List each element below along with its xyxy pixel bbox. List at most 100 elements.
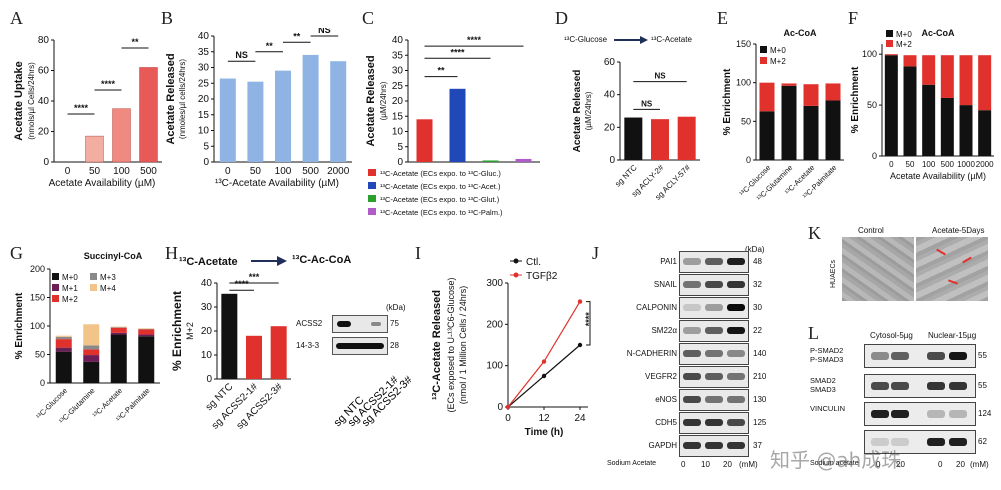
bar (275, 70, 291, 162)
blot-j-mw: 140 (753, 349, 767, 358)
blot-band (683, 304, 701, 311)
panel-k-treated-label: Acetate-5Days (932, 226, 985, 235)
bar-segment (55, 339, 72, 348)
y-tick-label: 0 (43, 157, 49, 168)
x-tick-label: sg NTC (613, 163, 639, 189)
x-tick-label: 50 (250, 166, 262, 177)
legend-label: M+0 (62, 273, 78, 282)
bar (219, 78, 236, 162)
y-axis-label-unit: (µM/24hrs) (379, 81, 388, 120)
legend-swatch (90, 273, 97, 280)
blot-band (727, 281, 745, 288)
blot-j-row-label: SM22α (651, 326, 677, 335)
y-tick-label: 150 (30, 293, 45, 303)
significance-label: **** (235, 279, 250, 289)
bar-segment (884, 55, 898, 157)
x-tick-label: 500 (941, 160, 955, 169)
blot-h-row-label: 14-3-3 (296, 341, 320, 350)
y-axis-label: % Enrichment (850, 66, 861, 133)
blot-band (683, 419, 701, 426)
bar (270, 326, 287, 379)
bar-segment (110, 332, 127, 335)
bar-segment (138, 328, 155, 330)
blot-band (927, 410, 945, 418)
blot-l-row-label: P-SMAD2 (810, 346, 844, 355)
x-tick-label: 0 (889, 160, 894, 169)
y-axis-label: Acetate Released (572, 70, 583, 153)
bar-segment (138, 334, 155, 337)
legend-label: M+1 (62, 284, 78, 293)
blot-band (683, 373, 701, 380)
blot-band (891, 410, 909, 418)
bar (651, 119, 669, 160)
header-label: ¹³C-Acetate (651, 35, 692, 44)
bar-segment (110, 327, 127, 328)
legend-label: M+2 (62, 295, 78, 304)
blot-l-dose: 20 (896, 460, 905, 469)
significance-label: NS (641, 99, 653, 108)
blot-band (705, 327, 723, 334)
panel-k: Control Acetate-5Days HUAECs (830, 226, 1000, 321)
blot-band (705, 258, 723, 265)
x-tick-label: 50 (906, 160, 915, 169)
blot-j-dose: 0 (681, 460, 686, 469)
chart-title: Ac-CoA (922, 28, 955, 38)
blot-j-kda: (kDa) (745, 245, 765, 254)
legend-label: TGFβ2 (526, 271, 558, 282)
bar-segment (110, 327, 127, 333)
y-tick-label: 35 (392, 50, 404, 61)
bar-segment (55, 335, 72, 337)
chart-b-acetate-released: 0 5 10 15 20 25 30 35 40 0 50 100 500 2000 NS ** ** NS Ace… (165, 28, 352, 189)
legend-swatch (368, 195, 376, 202)
legend-swatch (52, 273, 59, 280)
panel-letter-h: H (165, 243, 178, 263)
bar (624, 117, 643, 160)
y-axis-label: Acetate Uptake (13, 61, 25, 140)
blot-band (683, 442, 701, 449)
y-tick-label: 40 (38, 96, 50, 107)
panel-letter-l: L (808, 323, 819, 343)
y-tick-label: 5 (397, 142, 403, 153)
blot-j-band-row (679, 389, 749, 411)
y-tick-label: 10 (392, 127, 404, 138)
blot-band (683, 281, 701, 288)
blot-l-mw: 124 (978, 409, 992, 418)
blot-l-dose-unit: (mM) (970, 460, 989, 469)
blot-l-mw: 55 (978, 381, 987, 390)
legend-swatch (368, 208, 376, 215)
blot-h-band-row (332, 315, 388, 333)
blot-l-dose: 0 (876, 460, 881, 469)
blot-band (705, 304, 723, 311)
blot-l-band-row (864, 402, 976, 426)
y-axis-label-unit: (µM/24hrs) (584, 91, 593, 130)
y-tick-label: 50 (741, 116, 751, 126)
arrow-icon (936, 248, 946, 256)
y-axis-label: % Enrichment (14, 292, 25, 359)
blot-h-band-row (332, 337, 388, 355)
blot-band (871, 352, 889, 360)
bar-segment (803, 105, 819, 160)
significance-label: **** (584, 312, 594, 327)
legend-label: M+4 (100, 284, 116, 293)
bar-segment (110, 334, 127, 383)
y-tick-label: 60 (38, 66, 50, 77)
y-tick-label: 100 (862, 49, 877, 59)
y-tick-label: 300 (486, 278, 503, 289)
y-tick-label: 80 (38, 35, 50, 46)
blot-band (705, 396, 723, 403)
legend-swatch (886, 30, 893, 37)
x-axis-label: Time (h) (525, 427, 564, 438)
y-tick-label: 15 (198, 110, 210, 121)
blot-j-row-label: CALPONIN (636, 303, 677, 312)
blot-j-row-label: SNAIL (653, 280, 677, 289)
blot-l-mw: 62 (978, 437, 987, 446)
significance-label: **** (101, 79, 116, 89)
blot-j-row-label: VEGFR2 (644, 372, 677, 381)
x-tick-label: 100 (113, 166, 130, 177)
blot-band (927, 352, 945, 360)
blot-j-row-label: eNOS (655, 395, 677, 404)
y-tick-label: 35 (198, 47, 210, 58)
blot-j: (kDa) PAI1 48 SNAIL 32 CALPONIN 30 SM22α 22 N-CA… (605, 243, 805, 473)
legend-label: M+0 (896, 30, 912, 39)
y-axis-label: Acetate Released (165, 53, 177, 144)
